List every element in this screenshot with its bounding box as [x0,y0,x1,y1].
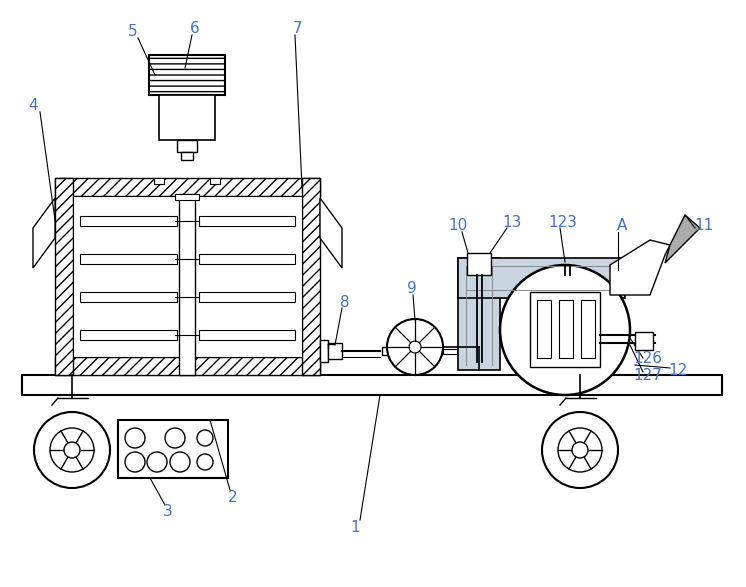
Polygon shape [320,198,342,268]
Text: 3: 3 [163,504,173,519]
Circle shape [147,452,167,472]
Bar [181,152,193,160]
Bar [55,357,320,375]
Text: 6: 6 [190,21,200,35]
Bar [635,332,653,350]
Text: 126: 126 [633,350,662,366]
Bar [80,254,177,264]
Circle shape [34,412,110,488]
Text: 5: 5 [128,23,138,39]
Text: 4: 4 [28,97,38,113]
Circle shape [165,428,185,448]
Circle shape [170,452,190,472]
Text: 10: 10 [448,218,468,232]
Bar [73,196,302,357]
Bar [80,216,177,226]
Bar [80,330,177,340]
Text: A: A [617,218,627,232]
Bar [149,55,225,95]
Bar [118,420,228,478]
Bar [467,253,491,275]
Circle shape [387,319,443,375]
Bar [530,292,600,367]
Bar [199,216,295,226]
Circle shape [125,428,145,448]
Bar [328,343,342,359]
Bar [22,375,722,395]
Circle shape [409,341,421,353]
Bar [55,178,73,375]
Polygon shape [665,215,700,263]
Text: 11: 11 [695,218,714,232]
Circle shape [125,452,145,472]
Bar [392,349,404,354]
Bar [199,292,295,302]
Circle shape [500,265,630,395]
Polygon shape [33,198,55,268]
Bar [154,178,164,184]
Bar [458,258,625,298]
Bar [302,178,320,375]
Bar [179,194,195,375]
Text: 123: 123 [548,214,577,230]
Text: 8: 8 [340,295,350,309]
Bar [199,330,295,340]
Bar [443,349,457,354]
Bar [537,300,551,358]
Circle shape [542,412,618,488]
Circle shape [558,428,602,472]
Bar [159,95,215,140]
Text: 1: 1 [350,519,360,535]
Text: 7: 7 [293,21,303,35]
Text: 12: 12 [668,363,688,377]
Circle shape [64,442,80,458]
Bar [458,258,500,370]
Bar [320,340,328,362]
Text: 13: 13 [502,214,521,230]
Text: 9: 9 [407,281,417,295]
Bar [199,254,295,264]
Bar [581,300,595,358]
Text: 127: 127 [633,367,662,383]
Bar [210,178,220,184]
Bar [149,55,225,95]
Bar [175,194,199,200]
Bar [382,347,392,355]
Circle shape [572,442,588,458]
Circle shape [197,430,213,446]
Bar [80,292,177,302]
Text: 2: 2 [228,490,238,504]
Bar [559,300,573,358]
Circle shape [197,454,213,470]
Bar [177,140,197,152]
Circle shape [50,428,94,472]
Polygon shape [610,240,670,295]
Bar [55,178,320,196]
